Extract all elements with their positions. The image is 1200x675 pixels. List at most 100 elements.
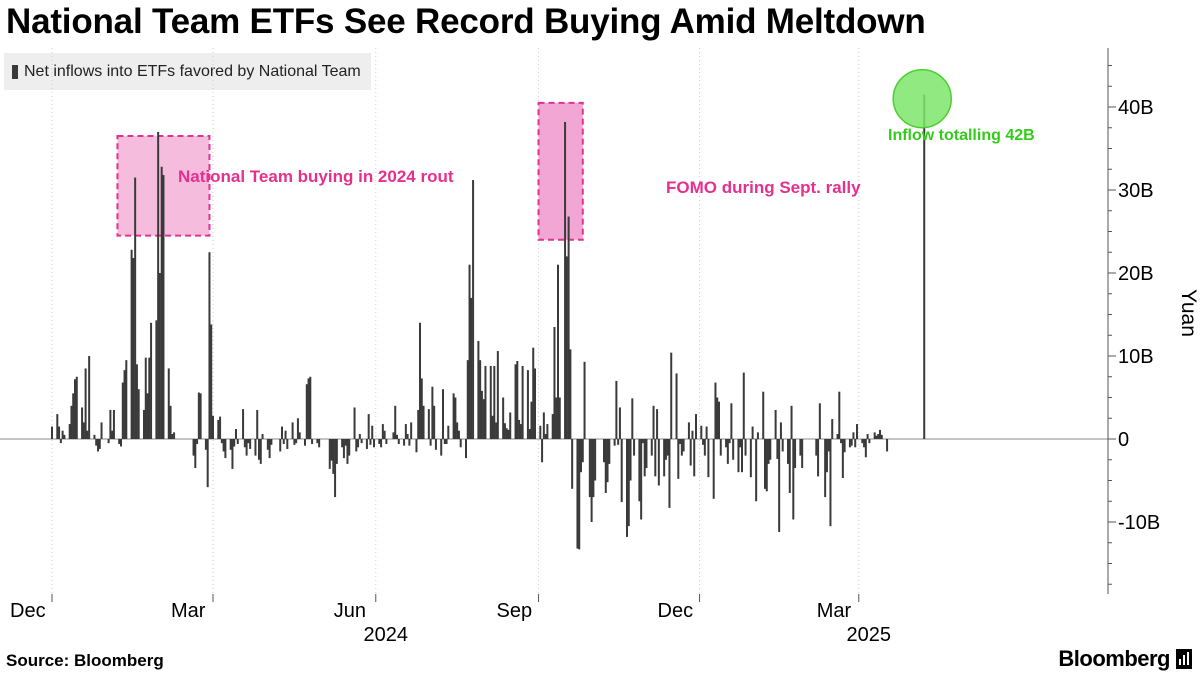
bar <box>620 439 623 503</box>
bar <box>410 422 413 439</box>
bar <box>852 432 855 439</box>
bar <box>454 397 457 439</box>
bar <box>63 434 66 439</box>
bar <box>70 405 73 439</box>
bar <box>640 439 643 520</box>
bar <box>249 439 252 449</box>
bar <box>505 428 508 439</box>
bar <box>456 422 459 439</box>
bar <box>236 439 239 444</box>
bar <box>831 419 834 439</box>
bar <box>169 405 172 439</box>
bar <box>739 439 742 448</box>
bar <box>217 419 220 439</box>
bar <box>629 439 632 481</box>
bar <box>652 405 655 439</box>
bar <box>219 416 222 439</box>
bar <box>815 439 818 456</box>
bar <box>663 439 666 477</box>
bar <box>546 424 549 439</box>
bar <box>726 439 729 464</box>
bar <box>824 439 827 498</box>
bar <box>130 249 133 439</box>
bar <box>316 439 319 444</box>
bar <box>452 393 455 439</box>
bar <box>827 439 830 452</box>
bar <box>923 94 926 440</box>
bar <box>641 439 644 444</box>
bar <box>571 439 574 489</box>
y-tick-label: 40B <box>1118 97 1154 119</box>
bar <box>856 424 858 439</box>
bar <box>86 430 89 439</box>
bar <box>861 439 864 444</box>
bar <box>787 439 789 464</box>
bar <box>680 439 683 456</box>
bar <box>95 439 98 446</box>
bar <box>825 439 828 473</box>
bar <box>626 439 628 537</box>
bar <box>493 365 496 439</box>
bar <box>725 439 728 448</box>
y-tick-label: 0 <box>1118 429 1129 451</box>
bar <box>836 434 839 439</box>
bar <box>344 439 347 446</box>
bar <box>544 434 547 439</box>
bar <box>841 439 844 479</box>
bar <box>341 439 344 448</box>
bar <box>886 439 889 452</box>
bar <box>222 439 225 452</box>
x-tick-label: Sep <box>497 600 533 622</box>
x-tick-label: Mar <box>171 600 206 622</box>
bar <box>670 352 673 439</box>
bar <box>210 324 213 439</box>
bar <box>679 439 682 444</box>
bar <box>755 439 758 502</box>
bar <box>298 432 301 439</box>
bar <box>132 258 135 439</box>
bar <box>769 439 772 460</box>
bar <box>107 439 110 444</box>
bar <box>445 439 448 444</box>
bar <box>328 439 331 469</box>
bar <box>664 439 667 460</box>
bar <box>751 426 754 439</box>
bar <box>224 439 227 459</box>
bar <box>675 373 678 439</box>
y-tick-label: 20B <box>1118 263 1154 285</box>
bar <box>677 439 680 479</box>
annotation-label: National Team buying in 2024 rout <box>178 167 454 186</box>
bar <box>258 439 260 460</box>
bar <box>293 439 296 445</box>
bar <box>51 426 53 439</box>
bar <box>843 439 846 453</box>
bar <box>369 439 372 445</box>
bar <box>144 357 147 439</box>
bar <box>491 415 494 439</box>
bar <box>468 264 471 439</box>
bar <box>532 347 535 439</box>
bar <box>567 216 570 439</box>
bar <box>72 393 75 439</box>
bar <box>98 439 101 449</box>
bar <box>192 439 195 456</box>
bar <box>689 439 692 466</box>
x-tick-label: Dec <box>10 600 46 622</box>
bar <box>519 424 522 439</box>
bar <box>866 434 869 439</box>
bar <box>864 439 867 458</box>
bar <box>342 439 345 459</box>
bar <box>484 365 487 439</box>
bar <box>171 434 174 439</box>
bar <box>431 386 434 439</box>
bar <box>465 439 467 459</box>
highlight-circle <box>892 68 952 129</box>
bar <box>233 439 236 447</box>
bar <box>404 424 407 439</box>
bar <box>427 409 430 439</box>
bar <box>146 393 149 439</box>
bar <box>880 434 883 439</box>
bar <box>631 398 634 439</box>
bar <box>702 439 705 445</box>
